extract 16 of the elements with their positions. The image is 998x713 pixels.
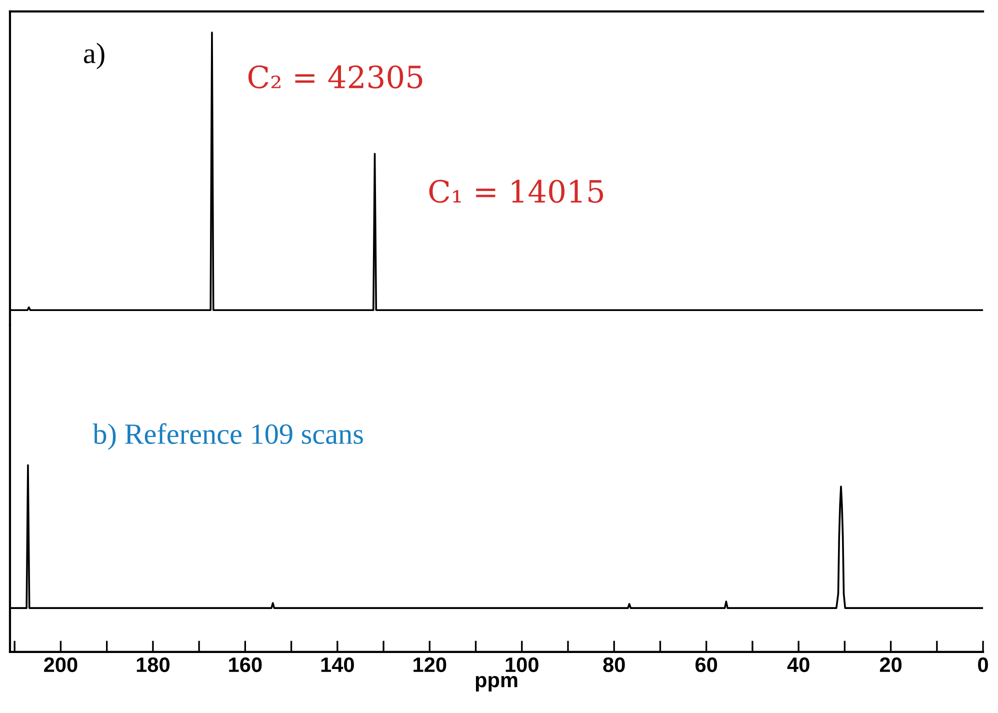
x-tick-label: 200: [44, 657, 78, 672]
x-tick-label: 180: [136, 657, 170, 672]
x-tick-label: 100: [506, 657, 538, 672]
annotation: C₁ = 14015: [429, 180, 604, 203]
x-axis-title: ppm: [476, 676, 518, 692]
chart-title: a): [84, 42, 104, 70]
x-tick-label: 60: [696, 657, 718, 672]
x-tick-label: 80: [603, 657, 625, 672]
annotation: C₂ = 42305: [248, 65, 422, 88]
x-tick-label: 20: [880, 657, 902, 672]
x-tick-label: 140: [321, 657, 354, 672]
x-tick-label: 40: [787, 657, 810, 672]
x-tick-label: 120: [414, 657, 446, 672]
x-tick-label: 160: [229, 657, 262, 672]
chart-title: b) Reference 109 scans: [92, 423, 363, 450]
x-tick-label: 0: [978, 657, 988, 672]
